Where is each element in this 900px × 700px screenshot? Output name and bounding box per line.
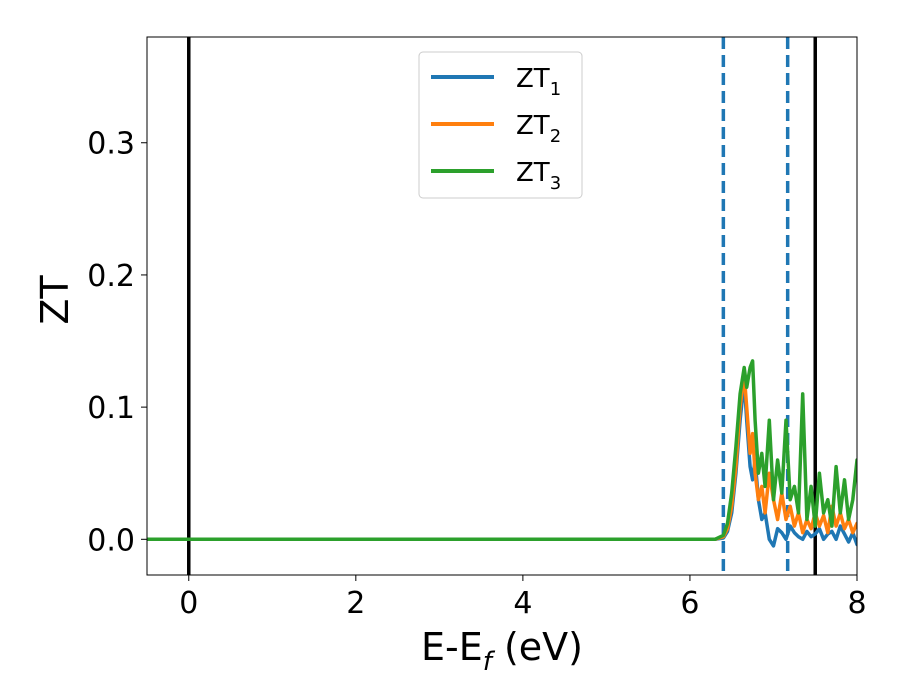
series-line-zt1 xyxy=(147,378,857,548)
x-tick-label: 4 xyxy=(513,586,532,621)
y-tick-label: 0.3 xyxy=(87,127,135,162)
x-tick-label: 6 xyxy=(680,586,699,621)
y-axis-title: ZT xyxy=(33,275,77,325)
x-tick-label: 0 xyxy=(179,586,198,621)
x-tick-label: 2 xyxy=(346,586,365,621)
series-line-zt3 xyxy=(147,359,857,542)
legend-label-zt1: ZT1 xyxy=(516,64,561,100)
plot-frame xyxy=(146,36,858,576)
y-tick-label: 0.0 xyxy=(87,523,135,558)
legend-label-zt2: ZT2 xyxy=(516,111,561,147)
y-tick-label: 0.2 xyxy=(87,259,135,294)
legend: ZT1 ZT2 ZT3 xyxy=(418,51,583,199)
legend-label-zt3: ZT3 xyxy=(516,158,561,194)
x-tick-label: 8 xyxy=(847,586,866,621)
legend-box xyxy=(418,51,583,199)
x-axis-title: E-Ef (eV) xyxy=(421,625,583,677)
y-tick-label: 0.1 xyxy=(87,391,135,426)
